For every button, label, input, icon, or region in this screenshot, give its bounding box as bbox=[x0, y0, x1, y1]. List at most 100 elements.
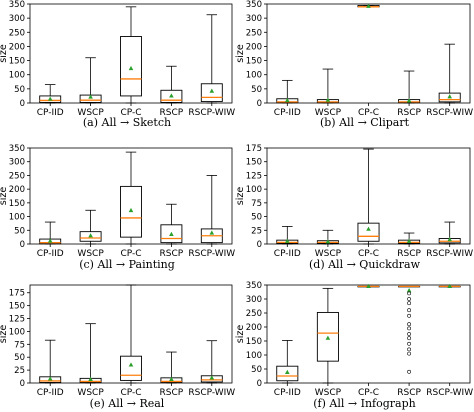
y-tick-label: 0 bbox=[257, 379, 262, 389]
y-tick-label: 175 bbox=[9, 289, 25, 299]
mean-marker bbox=[88, 376, 93, 381]
y-tick-label: 50 bbox=[251, 213, 262, 223]
mean-marker bbox=[325, 335, 331, 340]
box-rect bbox=[357, 222, 380, 242]
y-tick-label: 200 bbox=[246, 323, 262, 333]
panel-caption: (a) All → Sketch bbox=[83, 116, 171, 129]
mean-marker bbox=[88, 233, 93, 238]
y-axis-label: size bbox=[235, 187, 246, 206]
category-label: CP-C bbox=[358, 249, 379, 259]
box-cp-iid: CP-IID bbox=[274, 226, 301, 259]
y-tick-label: 175 bbox=[246, 144, 262, 154]
box-rect bbox=[316, 311, 339, 362]
panel-caption: (d) All → Quickdraw bbox=[309, 258, 421, 271]
box-rect bbox=[276, 365, 299, 382]
mean-marker bbox=[447, 237, 452, 242]
box-rect bbox=[438, 92, 461, 103]
mean-marker bbox=[285, 369, 290, 374]
y-tick-label: 50 bbox=[251, 85, 262, 95]
y-tick-label: 75 bbox=[14, 340, 25, 350]
mean-marker bbox=[88, 94, 93, 99]
y-axis-label: size bbox=[235, 44, 246, 63]
box-wscp: WSCP bbox=[77, 323, 104, 398]
outlier-point bbox=[407, 297, 412, 301]
mean-marker bbox=[366, 3, 371, 8]
box-cp-iid: CP-IID bbox=[274, 340, 301, 398]
y-tick-label: 200 bbox=[9, 42, 25, 52]
y-tick-label: 150 bbox=[246, 337, 262, 347]
box-rect bbox=[200, 83, 223, 103]
category-label: RSCP-WIW bbox=[426, 249, 473, 259]
category-label: CP-C bbox=[120, 388, 141, 398]
y-tick-label: 250 bbox=[246, 309, 262, 319]
y-tick-label: 300 bbox=[246, 14, 262, 24]
mean-marker bbox=[406, 288, 412, 293]
y-tick-label: 50 bbox=[14, 353, 25, 363]
box-cp-c: CP-C bbox=[120, 151, 142, 259]
y-tick-label: 350 bbox=[246, 281, 262, 291]
box-cp-iid: CP-IID bbox=[37, 221, 64, 259]
y-tick-label: 300 bbox=[9, 158, 25, 168]
y-tick-label: 50 bbox=[14, 85, 25, 95]
mean-marker bbox=[325, 239, 331, 244]
y-tick-label: 150 bbox=[9, 302, 25, 312]
outlier-point bbox=[407, 308, 412, 313]
y-tick-label: 100 bbox=[246, 351, 262, 361]
mean-marker bbox=[47, 96, 53, 101]
outlier-point bbox=[407, 291, 412, 296]
box-rscp: RSCP bbox=[160, 203, 184, 259]
outlier-point bbox=[407, 336, 412, 341]
outlier-point bbox=[407, 351, 412, 356]
box-rect bbox=[160, 89, 183, 103]
category-label: RSCP bbox=[397, 108, 421, 118]
category-label: CP-IID bbox=[274, 388, 301, 398]
y-tick-label: 100 bbox=[246, 185, 262, 195]
outlier-point bbox=[407, 301, 412, 306]
box-rscp-wiw: RSCP-WIW bbox=[426, 221, 473, 259]
category-label: RSCP-WIW bbox=[188, 249, 235, 259]
box-wscp: WSCP bbox=[315, 68, 342, 118]
box-rscp-wiw: RSCP-WIW bbox=[188, 14, 235, 118]
mean-marker bbox=[128, 362, 134, 367]
mean-marker bbox=[325, 97, 331, 102]
mean-marker bbox=[285, 238, 290, 243]
mean-marker bbox=[406, 238, 412, 243]
box-cp-c: CP-C bbox=[120, 284, 142, 398]
box-rect bbox=[39, 95, 62, 103]
outlier-point bbox=[407, 332, 412, 336]
y-tick-label: 200 bbox=[246, 42, 262, 52]
mean-marker bbox=[209, 375, 215, 380]
box-cp-c: CP-C bbox=[120, 6, 142, 118]
category-label: RSCP-WIW bbox=[188, 388, 235, 398]
box-cp-c: CP-C bbox=[357, 3, 380, 118]
y-tick-label: 150 bbox=[9, 199, 25, 209]
outlier-point bbox=[407, 322, 412, 327]
y-tick-label: 50 bbox=[14, 226, 25, 236]
box-rscp-wiw: RSCP-WIW bbox=[426, 43, 473, 118]
box-wscp: WSCP bbox=[77, 57, 104, 118]
mean-marker bbox=[169, 376, 174, 381]
mean-marker bbox=[366, 283, 371, 288]
mean-marker bbox=[285, 97, 290, 103]
category-label: RSCP bbox=[397, 249, 421, 259]
box-cp-c: CP-C bbox=[357, 148, 380, 259]
category-label: RSCP bbox=[160, 388, 184, 398]
category-label: CP-C bbox=[358, 388, 379, 398]
category-label: RSCP-WIW bbox=[426, 388, 473, 398]
y-tick-label: 0 bbox=[257, 240, 262, 250]
y-tick-label: 0 bbox=[20, 379, 25, 389]
panel-caption: (c) All → Painting bbox=[79, 258, 175, 271]
y-tick-label: 250 bbox=[9, 28, 25, 38]
box-cp-iid: CP-IID bbox=[37, 339, 64, 398]
category-label: CP-IID bbox=[37, 249, 64, 259]
mean-marker bbox=[447, 283, 452, 288]
mean-marker bbox=[128, 65, 134, 71]
box-rscp: RSCP bbox=[160, 65, 184, 118]
y-tick-label: 150 bbox=[246, 158, 262, 168]
box-rect bbox=[120, 185, 142, 238]
box-wscp: WSCP bbox=[77, 209, 104, 259]
category-label: CP-IID bbox=[37, 388, 64, 398]
category-label: CP-C bbox=[120, 108, 141, 118]
panel-1: 0 50 100 150 200 250 300 350 size CP-IID WSCP CP-C R… bbox=[0, 0, 235, 129]
y-tick-label: 125 bbox=[246, 171, 262, 181]
